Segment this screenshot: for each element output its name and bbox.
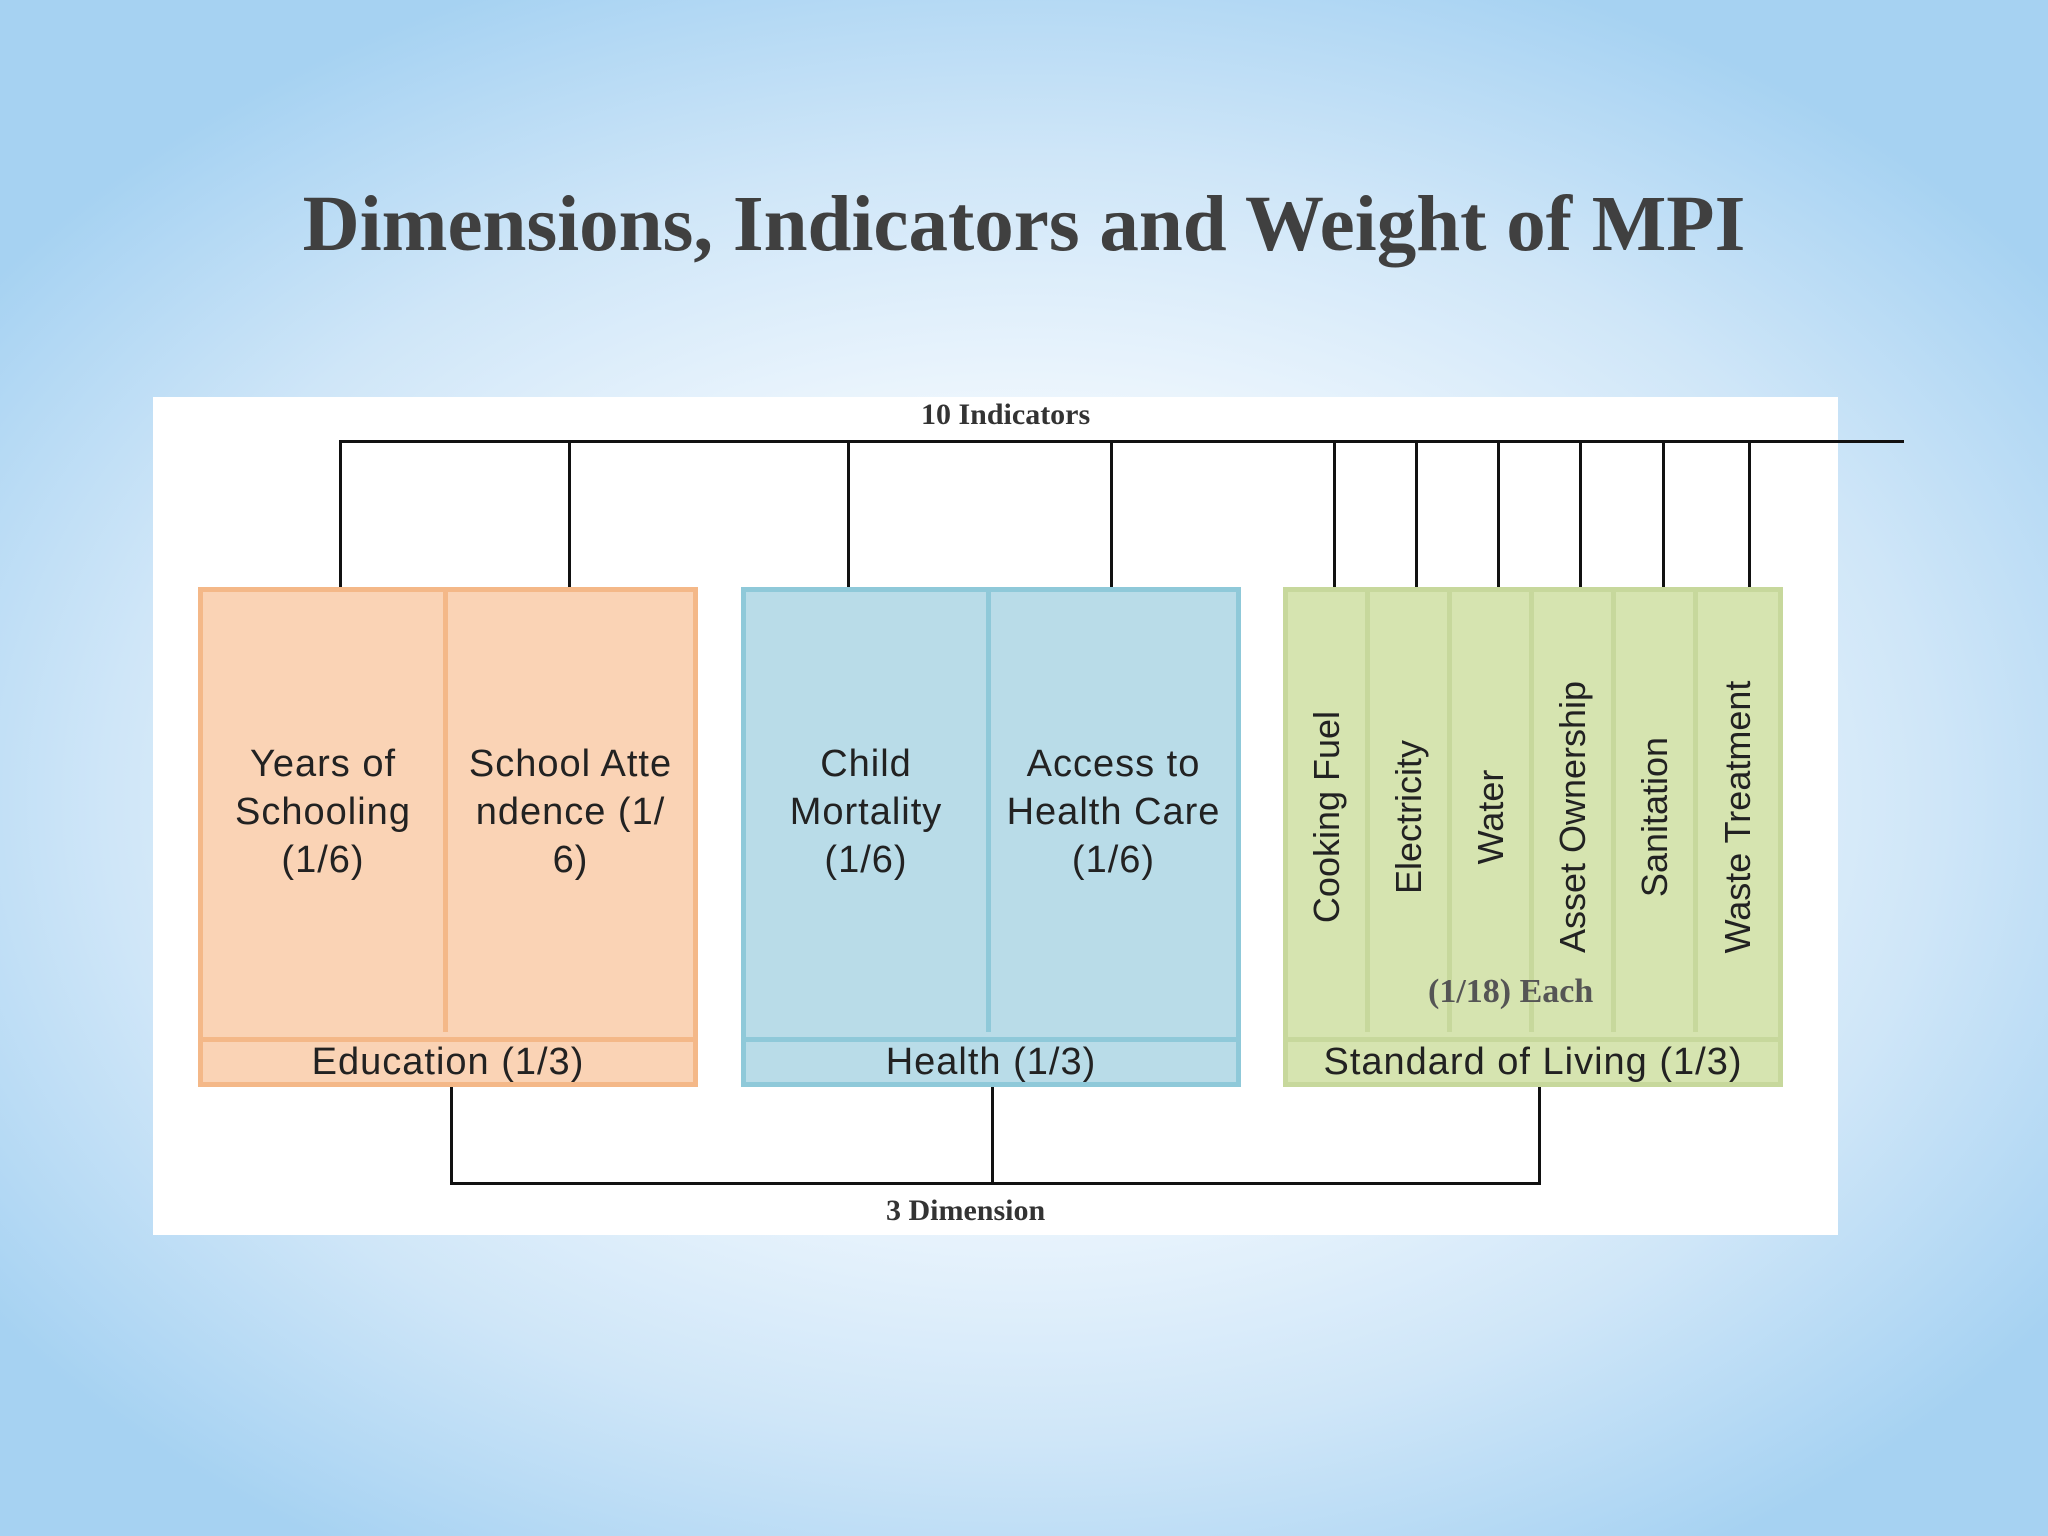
each-weight-label: (1/18) Each [1428,973,1594,1010]
indicator-connector [847,440,850,592]
dimensions-label: 3 Dimension [886,1194,1046,1227]
indicator-connector [1497,440,1500,592]
indicator-label: Access to Health Care (1/6) [1006,743,1221,881]
top-connector-bar [339,440,1904,443]
indicator-label: Child Mortality (1/6) [789,743,943,881]
indicator-sanitation: Sanitation [1616,592,1698,1032]
standard-of-living-dimension: Cooking Fuel Electricity Water Asset Own… [1283,587,1783,1087]
indicator-label: Waste Treatment [1717,680,1758,954]
indicator-label: Sanitation [1633,736,1675,898]
education-footer: Education (1/3) [203,1037,693,1082]
dimension-connector [1538,1087,1541,1185]
bottom-connector-bar [450,1182,1541,1185]
indicator-label: School Attendence (1/6) [468,743,673,881]
indicator-label: Electricity [1387,739,1429,895]
indicator-waste-treatment: Waste Treatment [1698,592,1778,1032]
dimension-connector [450,1087,453,1185]
indicator-asset-ownership: Asset Ownership [1534,592,1616,1032]
indicator-cooking-fuel: Cooking Fuel [1288,592,1370,1032]
indicator-electricity: Electricity [1370,592,1452,1032]
slide-title: Dimensions, Indicators and Weight of MPI [302,181,1746,268]
indicator-child-mortality: Child Mortality (1/6) [746,592,991,1032]
indicator-connector [568,440,571,592]
indicator-connector [1333,440,1336,592]
indicator-label: Years of Schooling (1/6) [235,743,411,881]
dimension-connector [991,1087,994,1185]
indicator-label: Asset Ownership [1551,680,1593,954]
indicators-label: 10 Indicators [921,398,1091,431]
indicator-water: Water [1452,592,1534,1032]
health-footer: Health (1/3) [746,1037,1236,1082]
indicator-years-of-schooling: Years of Schooling (1/6) [203,592,448,1032]
health-dimension: Child Mortality (1/6) Access to Health C… [741,587,1241,1087]
indicator-label: Cooking Fuel [1305,710,1347,924]
standard-of-living-footer: Standard of Living (1/3) [1288,1037,1778,1082]
indicator-connector [1415,440,1418,592]
indicator-access-to-health-care: Access to Health Care (1/6) [991,592,1236,1032]
indicator-label: Water [1469,769,1511,865]
indicator-connector [1110,440,1113,592]
indicator-connector [1748,440,1751,592]
indicator-school-attendence: School Attendence (1/6) [448,592,693,1032]
mpi-diagram: 10 Indicators Years of Schooling (1/6) S… [153,397,1904,1235]
indicator-connector [339,440,342,592]
indicator-connector [1662,440,1665,592]
indicator-connector [1579,440,1582,592]
education-dimension: Years of Schooling (1/6) School Attenden… [198,587,698,1087]
